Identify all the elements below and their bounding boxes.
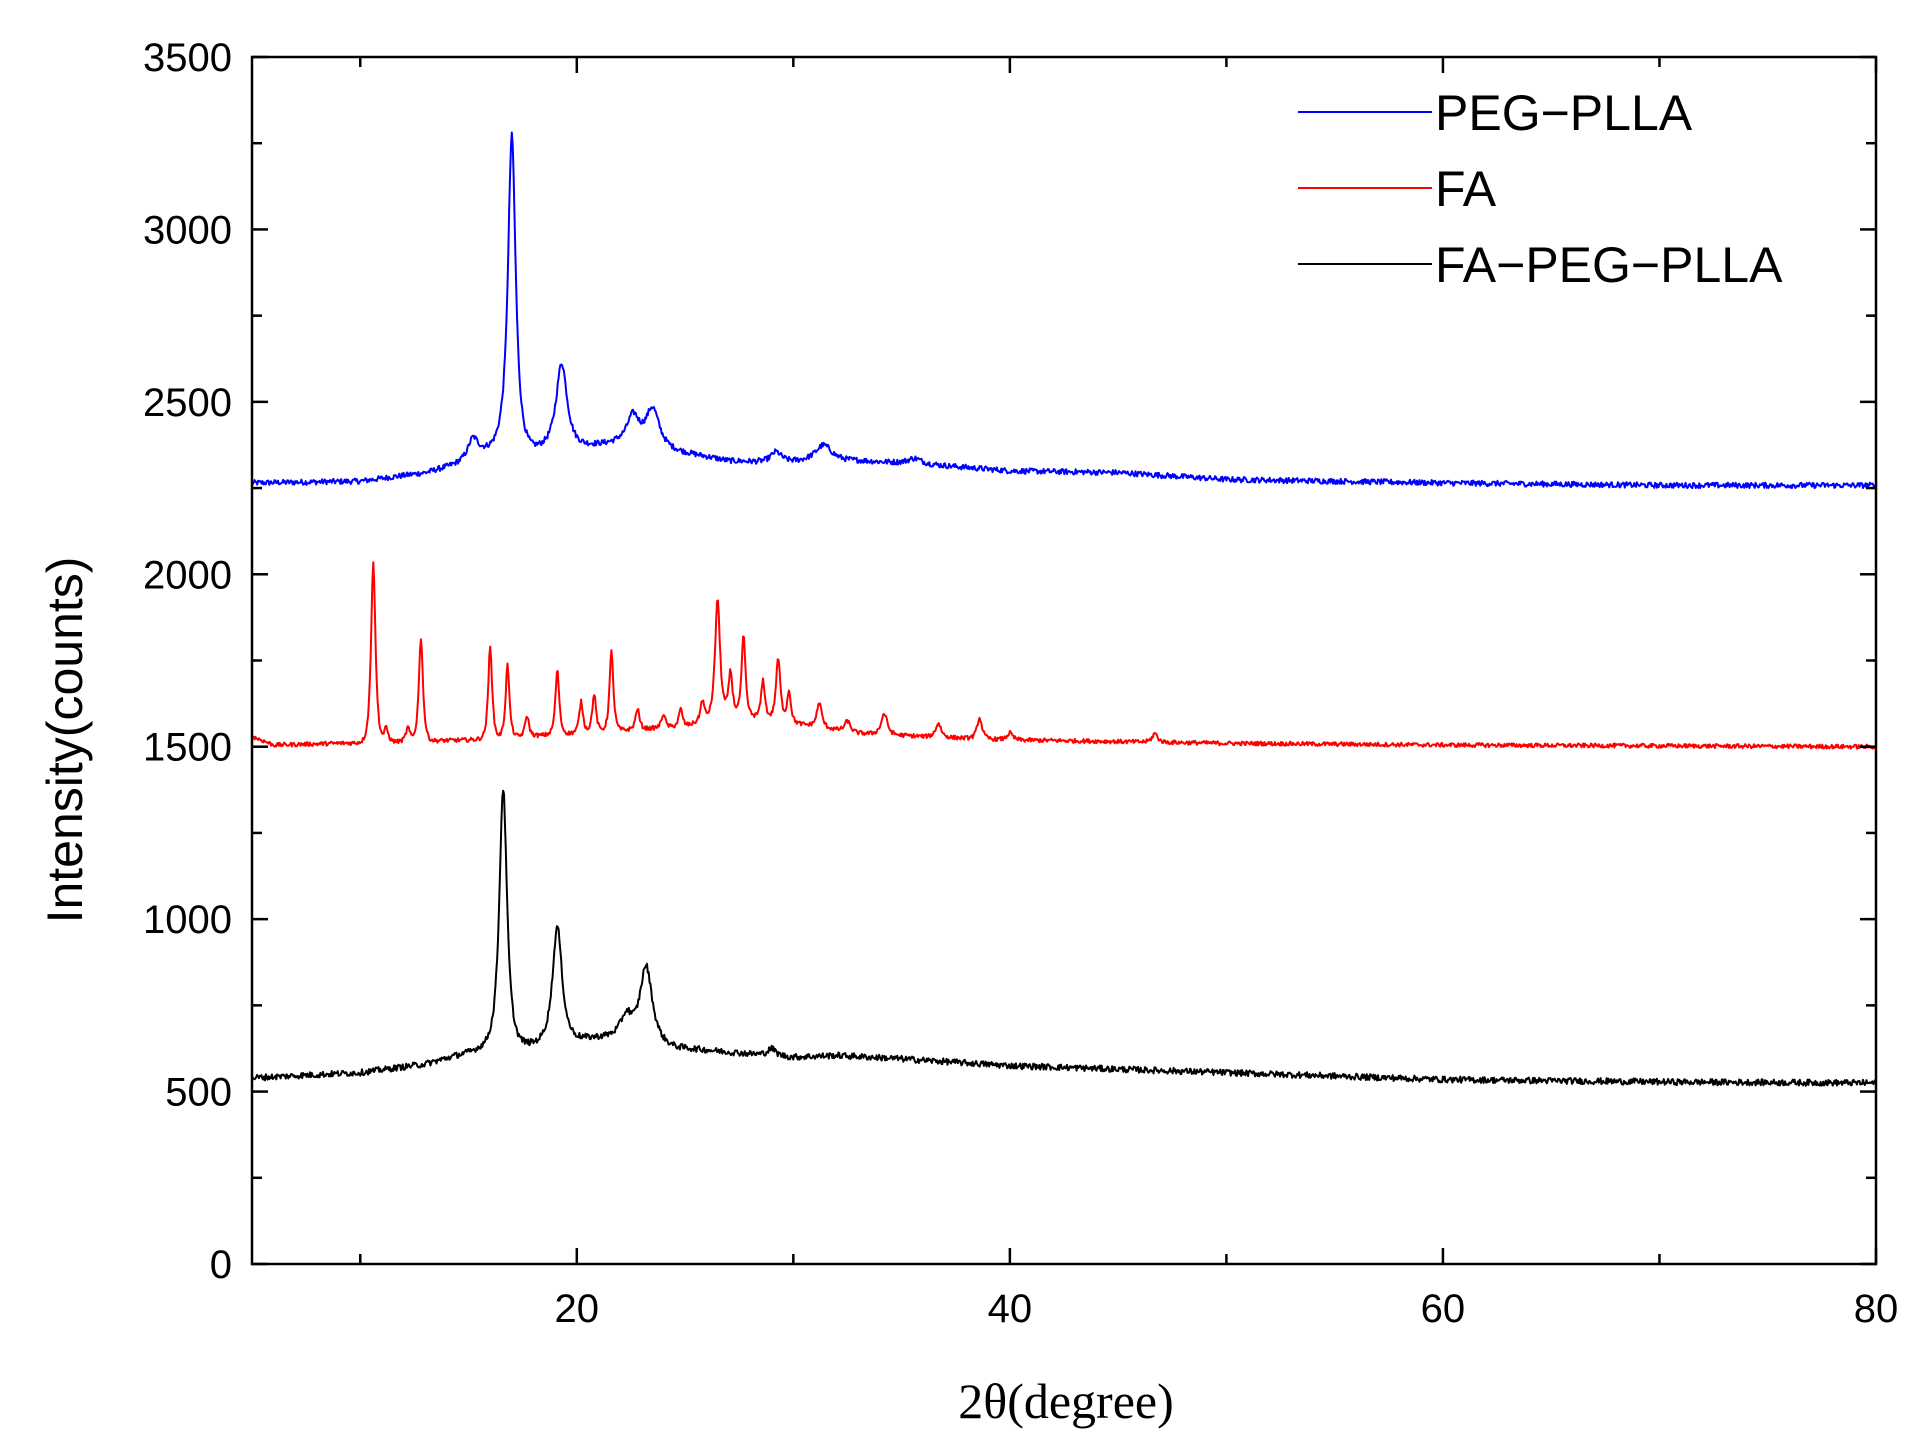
x-tick-label: 20 (555, 1287, 600, 1331)
y-tick-label: 3000 (143, 208, 232, 252)
x-tick-label: 80 (1854, 1287, 1899, 1331)
y-axis-label: Intensity(counts) (37, 557, 93, 924)
y-tick-label: 0 (210, 1243, 232, 1287)
y-tick-label: 2500 (143, 381, 232, 425)
axes: 20 40 60 80 0 500 1000 1500 2000 2500 3000 3500 (143, 36, 1898, 1331)
y-tick-label: 3500 (143, 36, 232, 80)
legend-label-1: PEG−PLLA (1435, 85, 1693, 141)
y-tick-label: 500 (165, 1071, 232, 1115)
series-line-3 (251, 789, 1877, 1087)
legend-label-2: FA (1435, 161, 1497, 217)
legend: PEG−PLLA FA FA−PEG−PLLA (1298, 85, 1783, 293)
plot-area (251, 131, 1877, 1087)
y-tick-label: 1500 (143, 726, 232, 770)
series-line-1 (251, 131, 1877, 490)
x-axis-label: 2θ(degree) (958, 1373, 1173, 1429)
x-tick-label: 40 (988, 1287, 1033, 1331)
legend-label-3: FA−PEG−PLLA (1435, 237, 1783, 293)
y-tick-label: 2000 (143, 553, 232, 597)
x-tick-label: 60 (1421, 1287, 1466, 1331)
series-line-2 (251, 561, 1877, 750)
y-tick-label: 1000 (143, 898, 232, 942)
